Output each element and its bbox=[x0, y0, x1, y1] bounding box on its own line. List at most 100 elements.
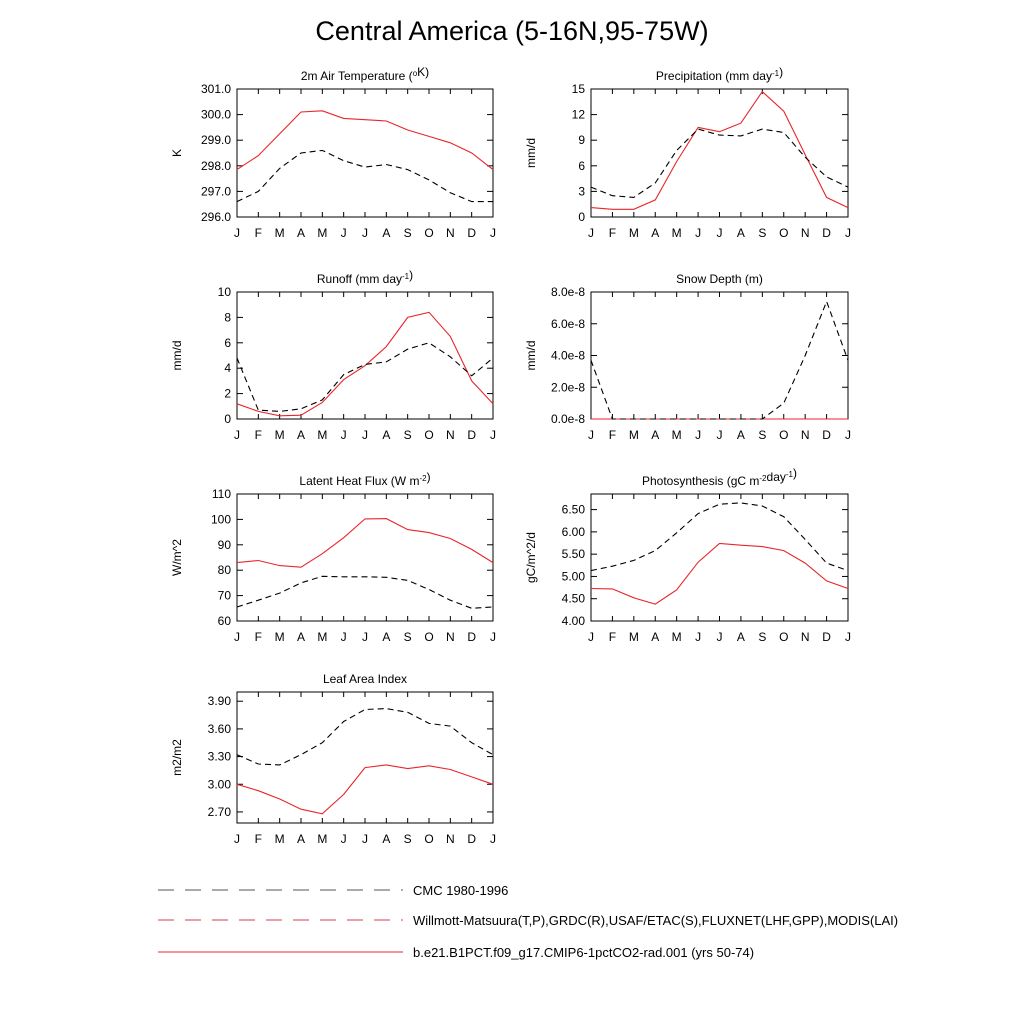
y-tick-label: 0 bbox=[578, 210, 585, 224]
x-tick-label: J bbox=[490, 832, 496, 846]
y-tick-label: 298.0 bbox=[201, 159, 231, 173]
x-tick-label: J bbox=[695, 226, 701, 240]
chart-panel: J F M A M J J A S O N D J2.703.003.303.603.90m2/m2Le… bbox=[170, 672, 496, 846]
chart-title-superscript: -1 bbox=[786, 470, 794, 479]
x-tick-label: S bbox=[404, 630, 412, 644]
obs-series-line bbox=[590, 502, 849, 572]
x-tick-label: J bbox=[845, 630, 851, 644]
x-tick-label: O bbox=[779, 630, 788, 644]
figure-title: Central America (5-16N,95-75W) bbox=[315, 16, 709, 46]
x-tick-label: F bbox=[255, 832, 262, 846]
x-tick-label: O bbox=[779, 428, 788, 442]
y-axis-label: mm/d bbox=[170, 341, 184, 371]
plot-frame bbox=[236, 493, 494, 622]
y-tick-label: 6.50 bbox=[562, 503, 586, 517]
y-tick-label: 5.00 bbox=[562, 569, 586, 583]
chart-title-text: ) bbox=[793, 466, 797, 480]
model-series-line bbox=[590, 542, 849, 605]
y-tick-label: 8.0e-8 bbox=[551, 285, 585, 299]
x-tick-label: A bbox=[737, 428, 745, 442]
x-tick-label: M bbox=[672, 226, 682, 240]
obs-series-line bbox=[590, 128, 849, 198]
x-tick-label: J bbox=[588, 630, 594, 644]
y-tick-label: 6.0e-8 bbox=[551, 317, 585, 331]
x-tick-label: J bbox=[695, 428, 701, 442]
y-tick-label: 3.90 bbox=[208, 694, 232, 708]
legend-label: Willmott-Matsuura(T,P),GRDC(R),USAF/ETAC… bbox=[413, 913, 898, 928]
x-tick-label: N bbox=[446, 226, 455, 240]
plot-frame bbox=[590, 291, 849, 420]
chart-title-text: Snow Depth (m) bbox=[676, 272, 763, 286]
x-tick-label: J bbox=[588, 226, 594, 240]
x-tick-label: A bbox=[297, 226, 305, 240]
x-tick-label: J bbox=[234, 630, 240, 644]
x-tick-label: O bbox=[779, 226, 788, 240]
x-tick-label: M bbox=[275, 428, 285, 442]
y-tick-label: 297.0 bbox=[201, 184, 231, 198]
x-tick-label: J bbox=[234, 226, 240, 240]
y-axis-label: mm/d bbox=[524, 341, 538, 371]
y-tick-label: 3.30 bbox=[208, 750, 232, 764]
model-series-line bbox=[236, 764, 494, 815]
x-tick-label: A bbox=[297, 630, 305, 644]
x-tick-label: D bbox=[822, 226, 831, 240]
x-tick-label: A bbox=[382, 832, 390, 846]
y-tick-label: 6 bbox=[224, 336, 231, 350]
x-tick-label: D bbox=[467, 832, 476, 846]
x-tick-label: A bbox=[737, 630, 745, 644]
x-tick-label: M bbox=[275, 832, 285, 846]
x-tick-label: F bbox=[609, 630, 616, 644]
chart-title-superscript: -2 bbox=[419, 474, 427, 483]
x-tick-label: J bbox=[362, 428, 368, 442]
y-tick-label: 0 bbox=[224, 412, 231, 426]
y-tick-label: 3 bbox=[578, 184, 585, 198]
chart-title-superscript: -1 bbox=[402, 272, 410, 281]
x-tick-label: S bbox=[404, 832, 412, 846]
x-tick-label: J bbox=[845, 428, 851, 442]
y-tick-label: 4.00 bbox=[562, 614, 586, 628]
x-tick-label: F bbox=[609, 226, 616, 240]
y-tick-label: 15 bbox=[572, 82, 586, 96]
y-tick-label: 300.0 bbox=[201, 108, 231, 122]
x-tick-label: M bbox=[317, 630, 327, 644]
plot-frame bbox=[236, 88, 494, 218]
x-tick-label: J bbox=[234, 832, 240, 846]
x-tick-label: J bbox=[588, 428, 594, 442]
chart-title-text: ) bbox=[427, 470, 431, 484]
y-tick-label: 60 bbox=[218, 614, 232, 628]
chart-title-text: ) bbox=[409, 268, 413, 282]
legend-label: CMC 1980-1996 bbox=[413, 883, 508, 898]
y-tick-label: 100 bbox=[211, 512, 231, 526]
plot-frame bbox=[236, 291, 494, 420]
x-tick-label: J bbox=[362, 832, 368, 846]
y-tick-label: 9 bbox=[578, 133, 585, 147]
y-tick-label: 0.0e-8 bbox=[551, 412, 585, 426]
x-tick-label: M bbox=[317, 832, 327, 846]
x-tick-label: J bbox=[717, 428, 723, 442]
chart-title-text: 2m Air Temperature ( bbox=[301, 69, 413, 83]
obs-series-line bbox=[236, 575, 494, 609]
x-tick-label: F bbox=[255, 630, 262, 644]
y-tick-label: 80 bbox=[218, 563, 232, 577]
chart-panel: J F M A M J J A S O N D J0.0e-82.0e-84.0e-86.0e-88.0… bbox=[524, 272, 851, 442]
obs-series-line bbox=[236, 708, 494, 766]
x-tick-label: D bbox=[467, 226, 476, 240]
x-tick-label: J bbox=[845, 226, 851, 240]
x-tick-label: D bbox=[467, 428, 476, 442]
x-tick-label: F bbox=[609, 428, 616, 442]
chart-title-text: Precipitation (mm day bbox=[656, 69, 772, 83]
plot-frame bbox=[236, 691, 494, 824]
chart-title-text: Photosynthesis (gC m bbox=[642, 474, 759, 488]
y-tick-label: 299.0 bbox=[201, 133, 231, 147]
x-tick-label: F bbox=[255, 428, 262, 442]
y-axis-label: mm/d bbox=[524, 138, 538, 168]
y-tick-label: 4 bbox=[224, 361, 231, 375]
y-tick-label: 10 bbox=[218, 285, 232, 299]
y-tick-label: 301.0 bbox=[201, 82, 231, 96]
x-tick-label: J bbox=[695, 630, 701, 644]
obs-series-line bbox=[236, 149, 493, 203]
x-tick-label: M bbox=[629, 428, 639, 442]
model-series-line bbox=[236, 518, 494, 568]
x-tick-label: N bbox=[446, 832, 455, 846]
